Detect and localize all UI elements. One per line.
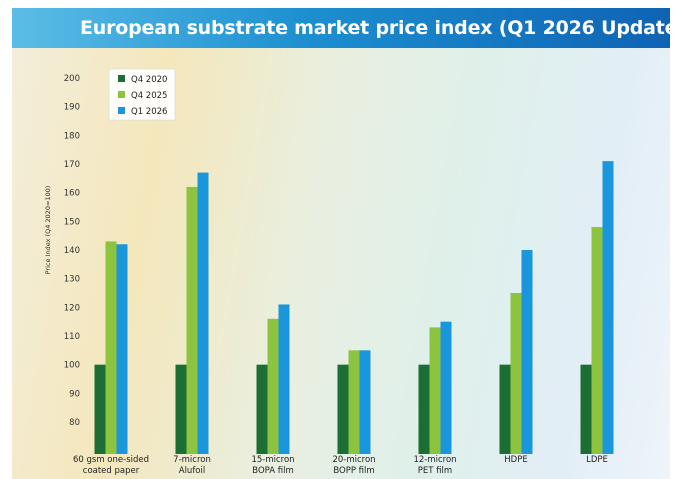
category-label: 20-micron: [332, 455, 375, 465]
legend-swatch: [118, 91, 125, 98]
y-tick-label: 200: [64, 74, 80, 84]
bar-q4-2025: [591, 227, 603, 454]
category-label: 15-micron: [251, 455, 294, 465]
y-axis-label: Price Index (Q4 2020=100): [44, 186, 52, 275]
category-label: LDPE: [586, 455, 608, 465]
category-label: Alufoil: [179, 466, 205, 476]
y-tick-label: 80: [69, 418, 80, 428]
bar-q1-2026: [116, 244, 128, 454]
category-label: BOPA film: [252, 466, 293, 476]
y-tick-label: 140: [64, 246, 80, 256]
y-tick-label: 120: [64, 303, 80, 313]
bar-q4-2025: [348, 350, 360, 454]
bar-q4-2020: [418, 364, 430, 454]
y-tick-label: 150: [64, 217, 80, 227]
legend-label: Q4 2020: [131, 75, 167, 85]
category-label: coated paper: [83, 466, 140, 476]
bar-q1-2026: [278, 304, 290, 454]
category-label: 7-micron: [173, 455, 211, 465]
category-label: HDPE: [504, 455, 527, 465]
bar-q4-2020: [499, 364, 511, 454]
category-label: 60 gsm one-sided: [73, 455, 149, 465]
bar-q4-2025: [186, 186, 198, 454]
y-tick-label: 190: [64, 103, 80, 113]
bar-q4-2020: [175, 364, 187, 454]
title-bar: European substrate market price index (Q…: [12, 8, 679, 48]
y-tick-label: 170: [64, 160, 80, 170]
y-tick-label: 180: [64, 131, 80, 141]
bar-q1-2026: [197, 172, 209, 454]
bar-q1-2026: [602, 161, 614, 454]
bar-q4-2020: [94, 364, 106, 454]
bar-q1-2026: [521, 250, 533, 454]
legend-label: Q4 2025: [131, 91, 167, 101]
legend-label: Q1 2026: [131, 107, 167, 117]
plot-area: 80 90 100 110 120 130 140 150 160 170 180 190 200 Pri…: [12, 48, 670, 479]
bar-q4-2020: [580, 364, 592, 454]
category-label: 12-micron: [413, 455, 456, 465]
chart-title: European substrate market price index (Q…: [80, 17, 679, 39]
legend-swatch: [118, 75, 125, 82]
bar-q4-2020: [256, 364, 268, 454]
y-tick-label: 100: [64, 361, 80, 371]
bar-q4-2025: [267, 318, 279, 454]
y-tick-label: 110: [64, 332, 80, 342]
bar-chart: 80 90 100 110 120 130 140 150 160 170 180 190 200 Pri…: [44, 68, 614, 476]
legend-swatch: [118, 107, 125, 114]
y-tick-label: 90: [69, 389, 80, 399]
bar-q1-2026: [440, 321, 452, 454]
bar-q1-2026: [359, 350, 371, 454]
category-label: PET film: [418, 466, 452, 476]
bar-q4-2025: [510, 293, 522, 454]
category-label: BOPP film: [333, 466, 374, 476]
bar-q4-2025: [429, 327, 441, 454]
bar-q4-2025: [105, 241, 117, 454]
bar-q4-2020: [337, 364, 349, 454]
y-tick-label: 130: [64, 275, 80, 285]
y-tick-label: 160: [64, 189, 80, 199]
